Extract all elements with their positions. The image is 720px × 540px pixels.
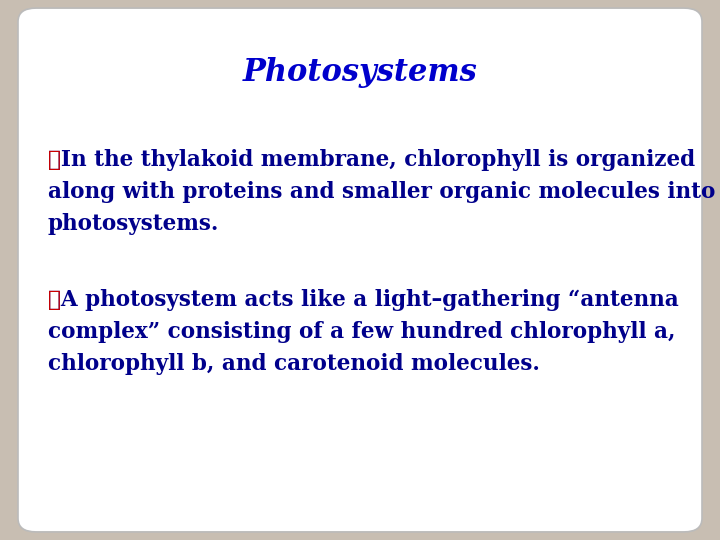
- Text: complex” consisting of a few hundred chlorophyll a,: complex” consisting of a few hundred chl…: [48, 321, 675, 343]
- Text: ❖In the thylakoid membrane, chlorophyll is organized: ❖In the thylakoid membrane, chlorophyll …: [48, 149, 695, 171]
- Text: photosystems.: photosystems.: [48, 213, 220, 235]
- Text: chlorophyll b, and carotenoid molecules.: chlorophyll b, and carotenoid molecules.: [48, 353, 540, 375]
- Text: ❖: ❖: [48, 149, 61, 171]
- Text: ❖A photosystem acts like a light–gathering “antenna: ❖A photosystem acts like a light–gatheri…: [48, 289, 679, 311]
- Text: ❖: ❖: [48, 289, 61, 311]
- Text: Photosystems: Photosystems: [243, 57, 477, 87]
- Text: along with proteins and smaller organic molecules into: along with proteins and smaller organic …: [48, 181, 716, 203]
